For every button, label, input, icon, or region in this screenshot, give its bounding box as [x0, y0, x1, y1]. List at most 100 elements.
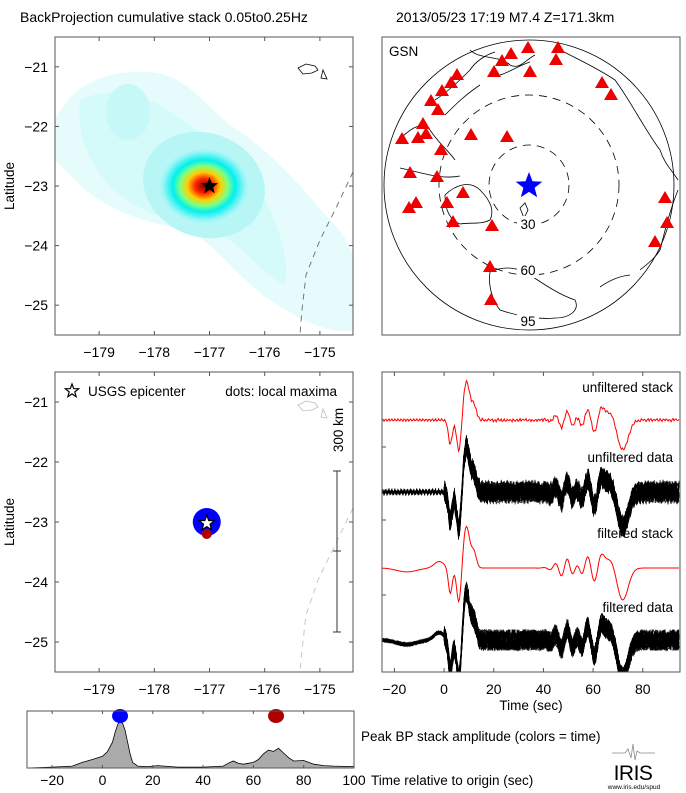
ring-label-95: 95	[520, 314, 535, 329]
x-tick-label: −177	[194, 344, 226, 360]
peak-amplitude-panel: −20 0 20 40 60 80 100 Peak BP stack amplitude …	[26, 709, 600, 788]
station-map-panel: 30 60 95 GSN	[381, 36, 681, 336]
station-triangle-icon	[434, 143, 448, 155]
legend-usgs-epicenter: USGS epicenter	[88, 384, 186, 399]
x-tick-label: 20	[486, 681, 502, 697]
figure-title-left: BackProjection cumulative stack 0.05to0.…	[20, 9, 308, 25]
peak-time-marker	[268, 709, 285, 723]
station-triangle-icon	[450, 68, 464, 80]
scale-bar	[333, 470, 341, 633]
x-axis-label: Time relative to origin (sec)	[371, 773, 533, 788]
x-tick-label: −175	[304, 344, 336, 360]
scale-bar-label: 300 km	[331, 408, 346, 452]
x-tick-label: 60	[246, 772, 262, 788]
y-tick-label: −21	[24, 59, 48, 75]
station-triangle-icon	[444, 76, 458, 88]
peak-amplitude-area	[26, 720, 355, 769]
station-triangle-icon	[402, 201, 416, 213]
waveforms-panel: −20 0 20 40 60 80 unfiltered stack unfiltered…	[381, 371, 681, 713]
y-tick-label: −25	[24, 297, 48, 313]
station-triangle-icon	[424, 94, 438, 106]
station-triangle-icon	[395, 132, 409, 144]
usgs-epicenter-star-icon	[197, 513, 217, 532]
station-triangle-icon	[456, 186, 470, 198]
x-tick-label: −179	[83, 344, 115, 360]
station-triangle-icon	[411, 131, 425, 143]
peak-amplitude-frame	[26, 710, 355, 769]
station-triangle-icon	[495, 54, 509, 66]
globe-outline	[383, 39, 675, 331]
iris-logo: IRIS www.iris.edu/spud	[607, 743, 661, 791]
stack-heatmap-panel: −179 −178 −177 −176 −175 −21 −22 −23 −24 −25 Lati…	[2, 36, 354, 360]
station-triangle-icon	[549, 53, 563, 65]
x-tick-label: 80	[296, 772, 312, 788]
station-triangle-icon	[658, 191, 672, 203]
station-triangle-icon	[431, 103, 445, 115]
epicenter-star-icon	[201, 177, 219, 194]
heatmap-field	[55, 63, 353, 335]
trace-label-unfiltered-stack: unfiltered stack	[582, 380, 673, 395]
station-triangle-icon	[446, 215, 460, 227]
x-tick-label: 40	[195, 772, 211, 788]
x-tick-label: −177	[194, 681, 226, 697]
map-frame	[381, 36, 681, 336]
plate-boundary-line	[299, 507, 353, 672]
trace-label-unfiltered-data: unfiltered data	[587, 450, 673, 465]
y-tick-label: −24	[24, 574, 48, 590]
station-triangle-icon	[648, 235, 662, 247]
figure-title-right: 2013/05/23 17:19 M7.4 Z=171.3km	[396, 9, 615, 25]
x-tick-label: 100	[342, 772, 366, 788]
waveforms-frame	[381, 371, 681, 673]
y-tick-label: −23	[24, 178, 48, 194]
station-triangle-icon	[409, 196, 423, 208]
station-triangle-icon	[500, 130, 514, 142]
station-triangle-icon	[504, 47, 518, 59]
station-triangle-icon	[430, 170, 444, 182]
station-triangle-icon	[551, 41, 565, 53]
ring-label-60: 60	[520, 263, 535, 278]
station-triangle-icon	[435, 84, 449, 96]
station-triangle-icon	[521, 41, 535, 53]
station-triangle-icon	[660, 216, 674, 228]
peak-amplitude-title: Peak BP stack amplitude (colors = time)	[361, 729, 600, 744]
x-tick-label: −20	[383, 681, 407, 697]
y-tick-label: −22	[24, 118, 48, 134]
x-tick-label: −178	[139, 681, 171, 697]
local-maxima-panel: −179 −178 −177 −176 −175 −21 −22 −23 −24 −25 USGS…	[2, 371, 354, 697]
plate-boundary-line	[299, 171, 353, 335]
y-tick-label: −24	[24, 238, 48, 254]
station-triangle-icon	[595, 76, 609, 88]
unfiltered-data-trace	[382, 439, 680, 540]
peak-time-marker	[112, 709, 129, 723]
x-tick-label: 60	[585, 681, 601, 697]
local-maximum-dot	[201, 529, 212, 539]
y-tick-label: −21	[24, 394, 48, 410]
station-triangle-icon	[419, 127, 433, 139]
x-tick-label: 0	[99, 772, 107, 788]
iris-logo-text: IRIS	[614, 762, 653, 785]
station-triangle-icon	[403, 166, 417, 178]
x-tick-label: 80	[635, 681, 651, 697]
y-tick-label: −25	[24, 634, 48, 650]
y-tick-label: −22	[24, 454, 48, 470]
network-label: GSN	[389, 44, 418, 59]
unfiltered-stack-trace	[382, 379, 680, 453]
station-triangle-icon	[604, 88, 618, 100]
x-tick-label: −179	[83, 681, 115, 697]
station-triangle-icon	[416, 117, 430, 129]
station-triangle-icon	[484, 293, 498, 305]
y-axis-label: Latitude	[2, 162, 17, 210]
legend-star-icon	[63, 382, 81, 399]
x-tick-label: −175	[304, 681, 336, 697]
trace-label-filtered-stack: filtered stack	[597, 526, 673, 541]
x-axis-label: Time (sec)	[499, 698, 562, 713]
filtered-data-trace	[382, 590, 680, 672]
station-triangle-icon	[487, 65, 501, 77]
x-tick-label: −176	[249, 344, 281, 360]
x-tick-label: −178	[139, 344, 171, 360]
iris-url: www.iris.edu/spud	[607, 784, 661, 791]
filtered-stack-trace	[382, 525, 679, 604]
x-tick-label: −176	[249, 681, 281, 697]
x-tick-label: 0	[440, 681, 448, 697]
seismogram-icon	[612, 743, 655, 761]
